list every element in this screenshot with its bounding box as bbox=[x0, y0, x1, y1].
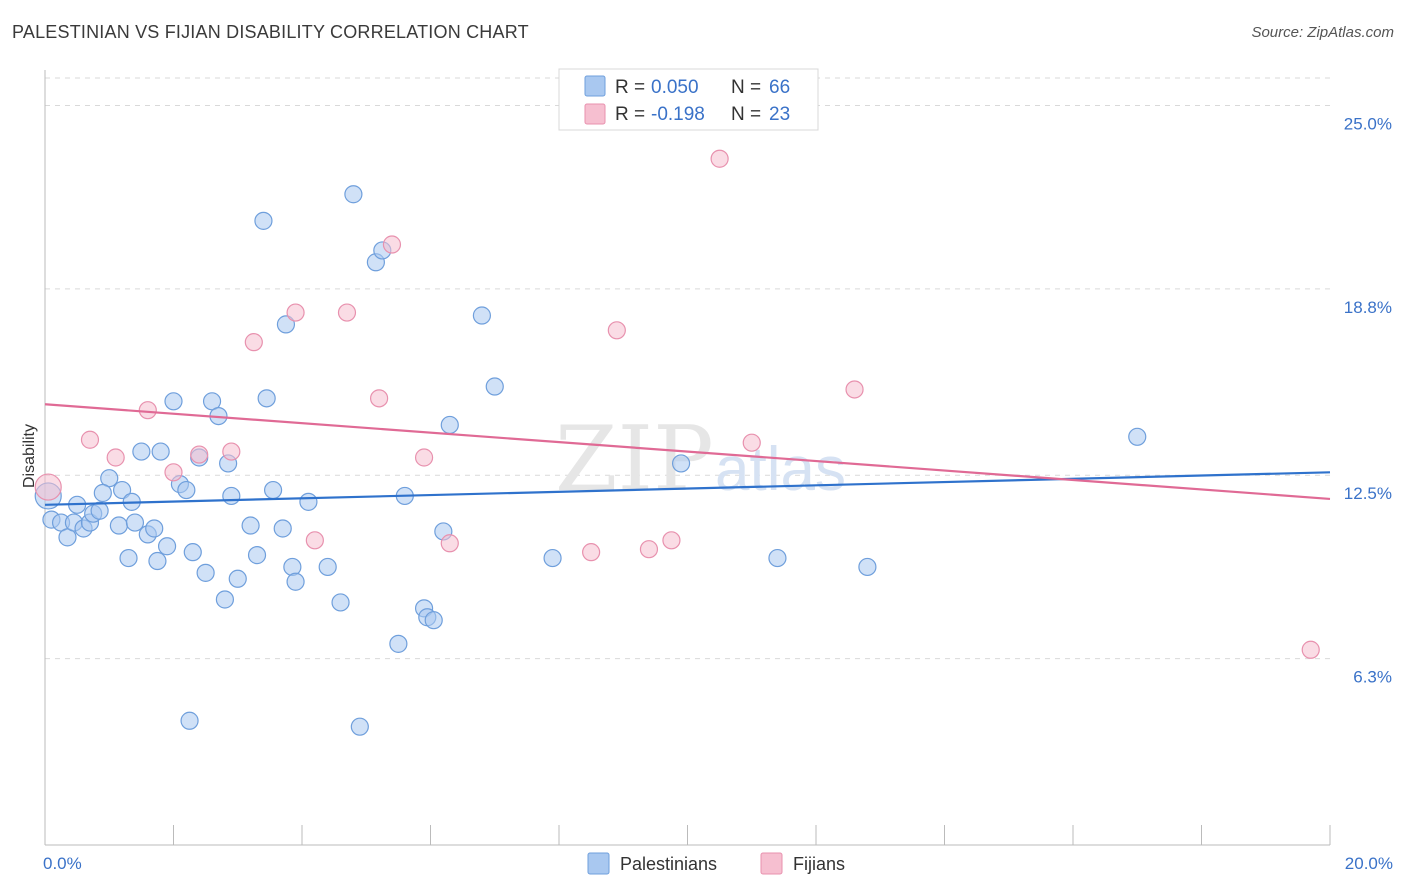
correlation-legend: R = 0.050 N = 66 R = -0.198 N = 23 bbox=[558, 68, 819, 131]
trend-lines bbox=[44, 403, 1331, 506]
palestinians-point-17 bbox=[132, 442, 151, 461]
palestinians-point-59 bbox=[485, 377, 504, 396]
fijians-point-6 bbox=[222, 442, 241, 461]
palestinians-point-38 bbox=[257, 389, 276, 408]
palestinians-point-62 bbox=[768, 548, 787, 568]
fijians-point-11 bbox=[370, 389, 389, 408]
palestinians-point-65 bbox=[180, 711, 199, 730]
fijians-point-10 bbox=[337, 303, 357, 322]
y-tick-label-3: 25.0% bbox=[1344, 114, 1392, 133]
fijians-point-12 bbox=[382, 235, 402, 254]
palestinians-point-22 bbox=[157, 537, 177, 556]
watermark-zip: ZIP bbox=[555, 407, 714, 512]
fijians-point-15 bbox=[582, 543, 601, 562]
palestinians-point-48 bbox=[350, 717, 369, 736]
fijians-point-22 bbox=[1301, 640, 1320, 659]
palestinians-point-13 bbox=[112, 480, 132, 500]
palestinians-point-34 bbox=[228, 569, 247, 588]
legend-r-label-1: R = bbox=[615, 77, 645, 98]
palestinians-point-41 bbox=[276, 315, 296, 334]
palestinians-point-63 bbox=[858, 557, 877, 577]
fijians-point-8 bbox=[286, 303, 305, 322]
palestinians-point-45 bbox=[318, 557, 337, 577]
palestinians-point-46 bbox=[331, 593, 350, 612]
x-tick-label-0: 0.0% bbox=[43, 854, 82, 873]
palestinians-point-42 bbox=[283, 557, 302, 577]
palestinians-trend-line bbox=[44, 471, 1331, 506]
palestinians-point-47 bbox=[344, 185, 363, 204]
palestinians-point-16 bbox=[125, 513, 145, 532]
source-credit: Source: ZipAtlas.com bbox=[1251, 24, 1394, 41]
axes: 6.3% 12.5% 18.8% 25.0% 0.0% 20.0% bbox=[43, 70, 1393, 873]
fijians-trend-line bbox=[44, 403, 1331, 501]
legend-n-label-2: N = bbox=[731, 104, 761, 125]
palestinians-point-36 bbox=[247, 546, 267, 565]
legend-n-value-2: 23 bbox=[769, 104, 790, 125]
palestinians-point-33 bbox=[222, 486, 241, 506]
legend-r-value-2: -0.198 bbox=[651, 104, 705, 125]
fijians-point-4 bbox=[164, 463, 183, 482]
palestinians-point-60 bbox=[543, 548, 562, 568]
y-tick-label-0: 6.3% bbox=[1353, 668, 1392, 687]
palestinians-point-64 bbox=[1128, 427, 1147, 446]
fijians-point-3 bbox=[138, 401, 157, 420]
legend-r-label-2: R = bbox=[615, 104, 645, 125]
palestinians-point-20 bbox=[148, 551, 167, 571]
palestinians-point-11 bbox=[93, 483, 112, 503]
palestinians-point-43 bbox=[286, 572, 305, 591]
legend-r-value-1: 0.050 bbox=[651, 77, 699, 98]
palestinians-point-31 bbox=[215, 590, 234, 609]
watermark-atlas: atlas bbox=[715, 435, 846, 504]
palestinians-point-9 bbox=[90, 501, 109, 520]
palestinians-point-26 bbox=[183, 543, 202, 562]
fijians-point-1 bbox=[80, 430, 100, 449]
palestinians-point-55 bbox=[424, 611, 443, 630]
palestinians-point-19 bbox=[145, 519, 164, 538]
fijians-point-14 bbox=[440, 534, 459, 553]
palestinians-point-23 bbox=[164, 392, 183, 411]
palestinians-point-61 bbox=[671, 454, 691, 473]
x-tick-label-1: 20.0% bbox=[1345, 854, 1393, 873]
fijians-point-17 bbox=[639, 540, 659, 559]
palestinians-point-25 bbox=[177, 480, 196, 500]
palestinians-point-21 bbox=[151, 442, 170, 461]
palestinians-point-37 bbox=[254, 211, 273, 230]
fijians-point-19 bbox=[710, 149, 729, 168]
fijians-point-16 bbox=[607, 321, 626, 340]
fijians-point-18 bbox=[662, 531, 681, 550]
fijians-point-13 bbox=[414, 448, 434, 467]
palestinians-point-57 bbox=[440, 415, 459, 435]
palestinians-point-40 bbox=[273, 519, 292, 538]
legend-n-value-1: 66 bbox=[769, 77, 790, 98]
palestinians-point-35 bbox=[241, 516, 260, 535]
series-legend-label-palestinians: Palestinians bbox=[620, 854, 717, 874]
series-legend: Palestinians Fijians bbox=[587, 852, 845, 875]
y-axis-title: Disability bbox=[21, 424, 38, 488]
palestinians-point-58 bbox=[472, 306, 491, 325]
palestinians-point-14 bbox=[119, 548, 138, 568]
watermark: ZIP atlas bbox=[555, 407, 846, 512]
series-legend-swatch-palestinians bbox=[587, 852, 610, 875]
legend-n-label-1: N = bbox=[731, 77, 761, 98]
palestinians-point-51 bbox=[389, 634, 408, 653]
y-tick-label-2: 18.8% bbox=[1344, 298, 1392, 317]
chart-title: PALESTINIAN VS FIJIAN DISABILITY CORRELA… bbox=[12, 22, 529, 42]
legend-swatch-blue bbox=[584, 75, 606, 97]
fijians-point-2 bbox=[106, 448, 125, 467]
fijians-point-0 bbox=[34, 473, 62, 501]
fijians-point-21 bbox=[845, 380, 864, 399]
fijians-point-5 bbox=[190, 445, 209, 464]
palestinians-point-44 bbox=[299, 492, 318, 511]
fijians-point-7 bbox=[244, 333, 263, 352]
legend-swatch-pink bbox=[584, 103, 606, 125]
series-legend-label-fijians: Fijians bbox=[793, 854, 845, 874]
series-legend-swatch-fijians bbox=[760, 852, 783, 875]
fijians-point-20 bbox=[742, 433, 761, 452]
palestinians-point-39 bbox=[263, 480, 283, 500]
fijians-point-9 bbox=[305, 531, 324, 550]
y-tick-label-1: 12.5% bbox=[1344, 484, 1392, 503]
palestinians-point-28 bbox=[196, 563, 215, 582]
palestinians-point-12 bbox=[109, 516, 128, 535]
